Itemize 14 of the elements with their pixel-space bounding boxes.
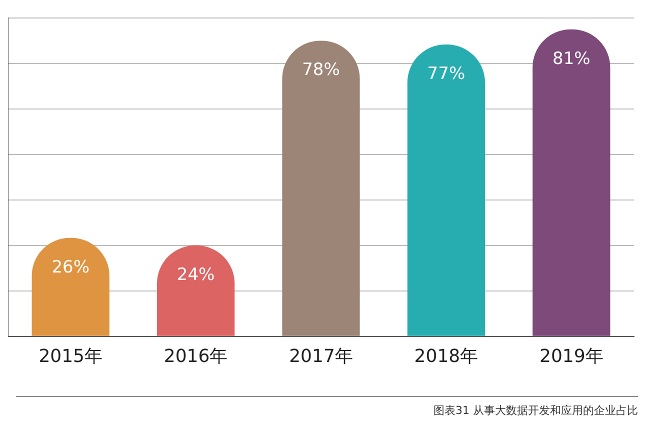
x-tick-label: 2016年 xyxy=(164,346,228,367)
x-tick-label: 2019年 xyxy=(539,346,604,367)
text: 图表31 从事大数据开发和应用的企业占比 xyxy=(432,403,638,418)
x-tick-label: 2015年 xyxy=(38,346,103,367)
data-label: 24% xyxy=(176,264,215,285)
bar xyxy=(532,29,610,336)
x-tick-label: 2017年 xyxy=(289,346,353,367)
data-label: 78% xyxy=(302,60,340,80)
data-label: 77% xyxy=(427,64,466,84)
x-tick-label: 2018年 xyxy=(414,346,478,367)
data-label: 81% xyxy=(552,48,590,69)
data-label: 26% xyxy=(52,257,90,278)
bar xyxy=(282,40,360,336)
bar xyxy=(407,44,486,336)
